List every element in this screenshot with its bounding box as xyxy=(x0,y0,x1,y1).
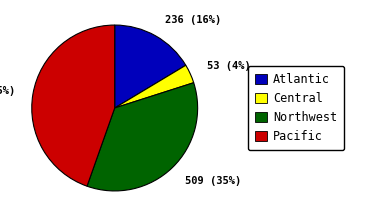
Text: 642 (45%): 642 (45%) xyxy=(0,86,15,96)
Wedge shape xyxy=(115,25,186,108)
Text: 53 (4%): 53 (4%) xyxy=(207,61,250,71)
Wedge shape xyxy=(115,65,194,108)
Wedge shape xyxy=(32,25,115,186)
Legend: Atlantic, Central, Northwest, Pacific: Atlantic, Central, Northwest, Pacific xyxy=(248,66,344,150)
Text: 236 (16%): 236 (16%) xyxy=(165,15,221,25)
Wedge shape xyxy=(87,83,198,191)
Text: 509 (35%): 509 (35%) xyxy=(185,176,241,186)
